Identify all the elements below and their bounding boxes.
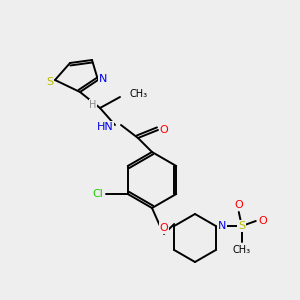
Text: H: H (89, 100, 97, 110)
Text: S: S (238, 221, 245, 231)
Text: CH₃: CH₃ (129, 89, 147, 99)
Text: N: N (218, 221, 226, 231)
Text: O: O (160, 223, 168, 233)
Text: N: N (99, 74, 107, 84)
Text: O: O (234, 200, 243, 210)
Text: O: O (258, 216, 267, 226)
Text: HN: HN (97, 122, 113, 132)
Text: Cl: Cl (92, 189, 103, 199)
Text: CH₃: CH₃ (233, 245, 251, 255)
Text: O: O (160, 125, 168, 135)
Text: S: S (46, 77, 54, 87)
